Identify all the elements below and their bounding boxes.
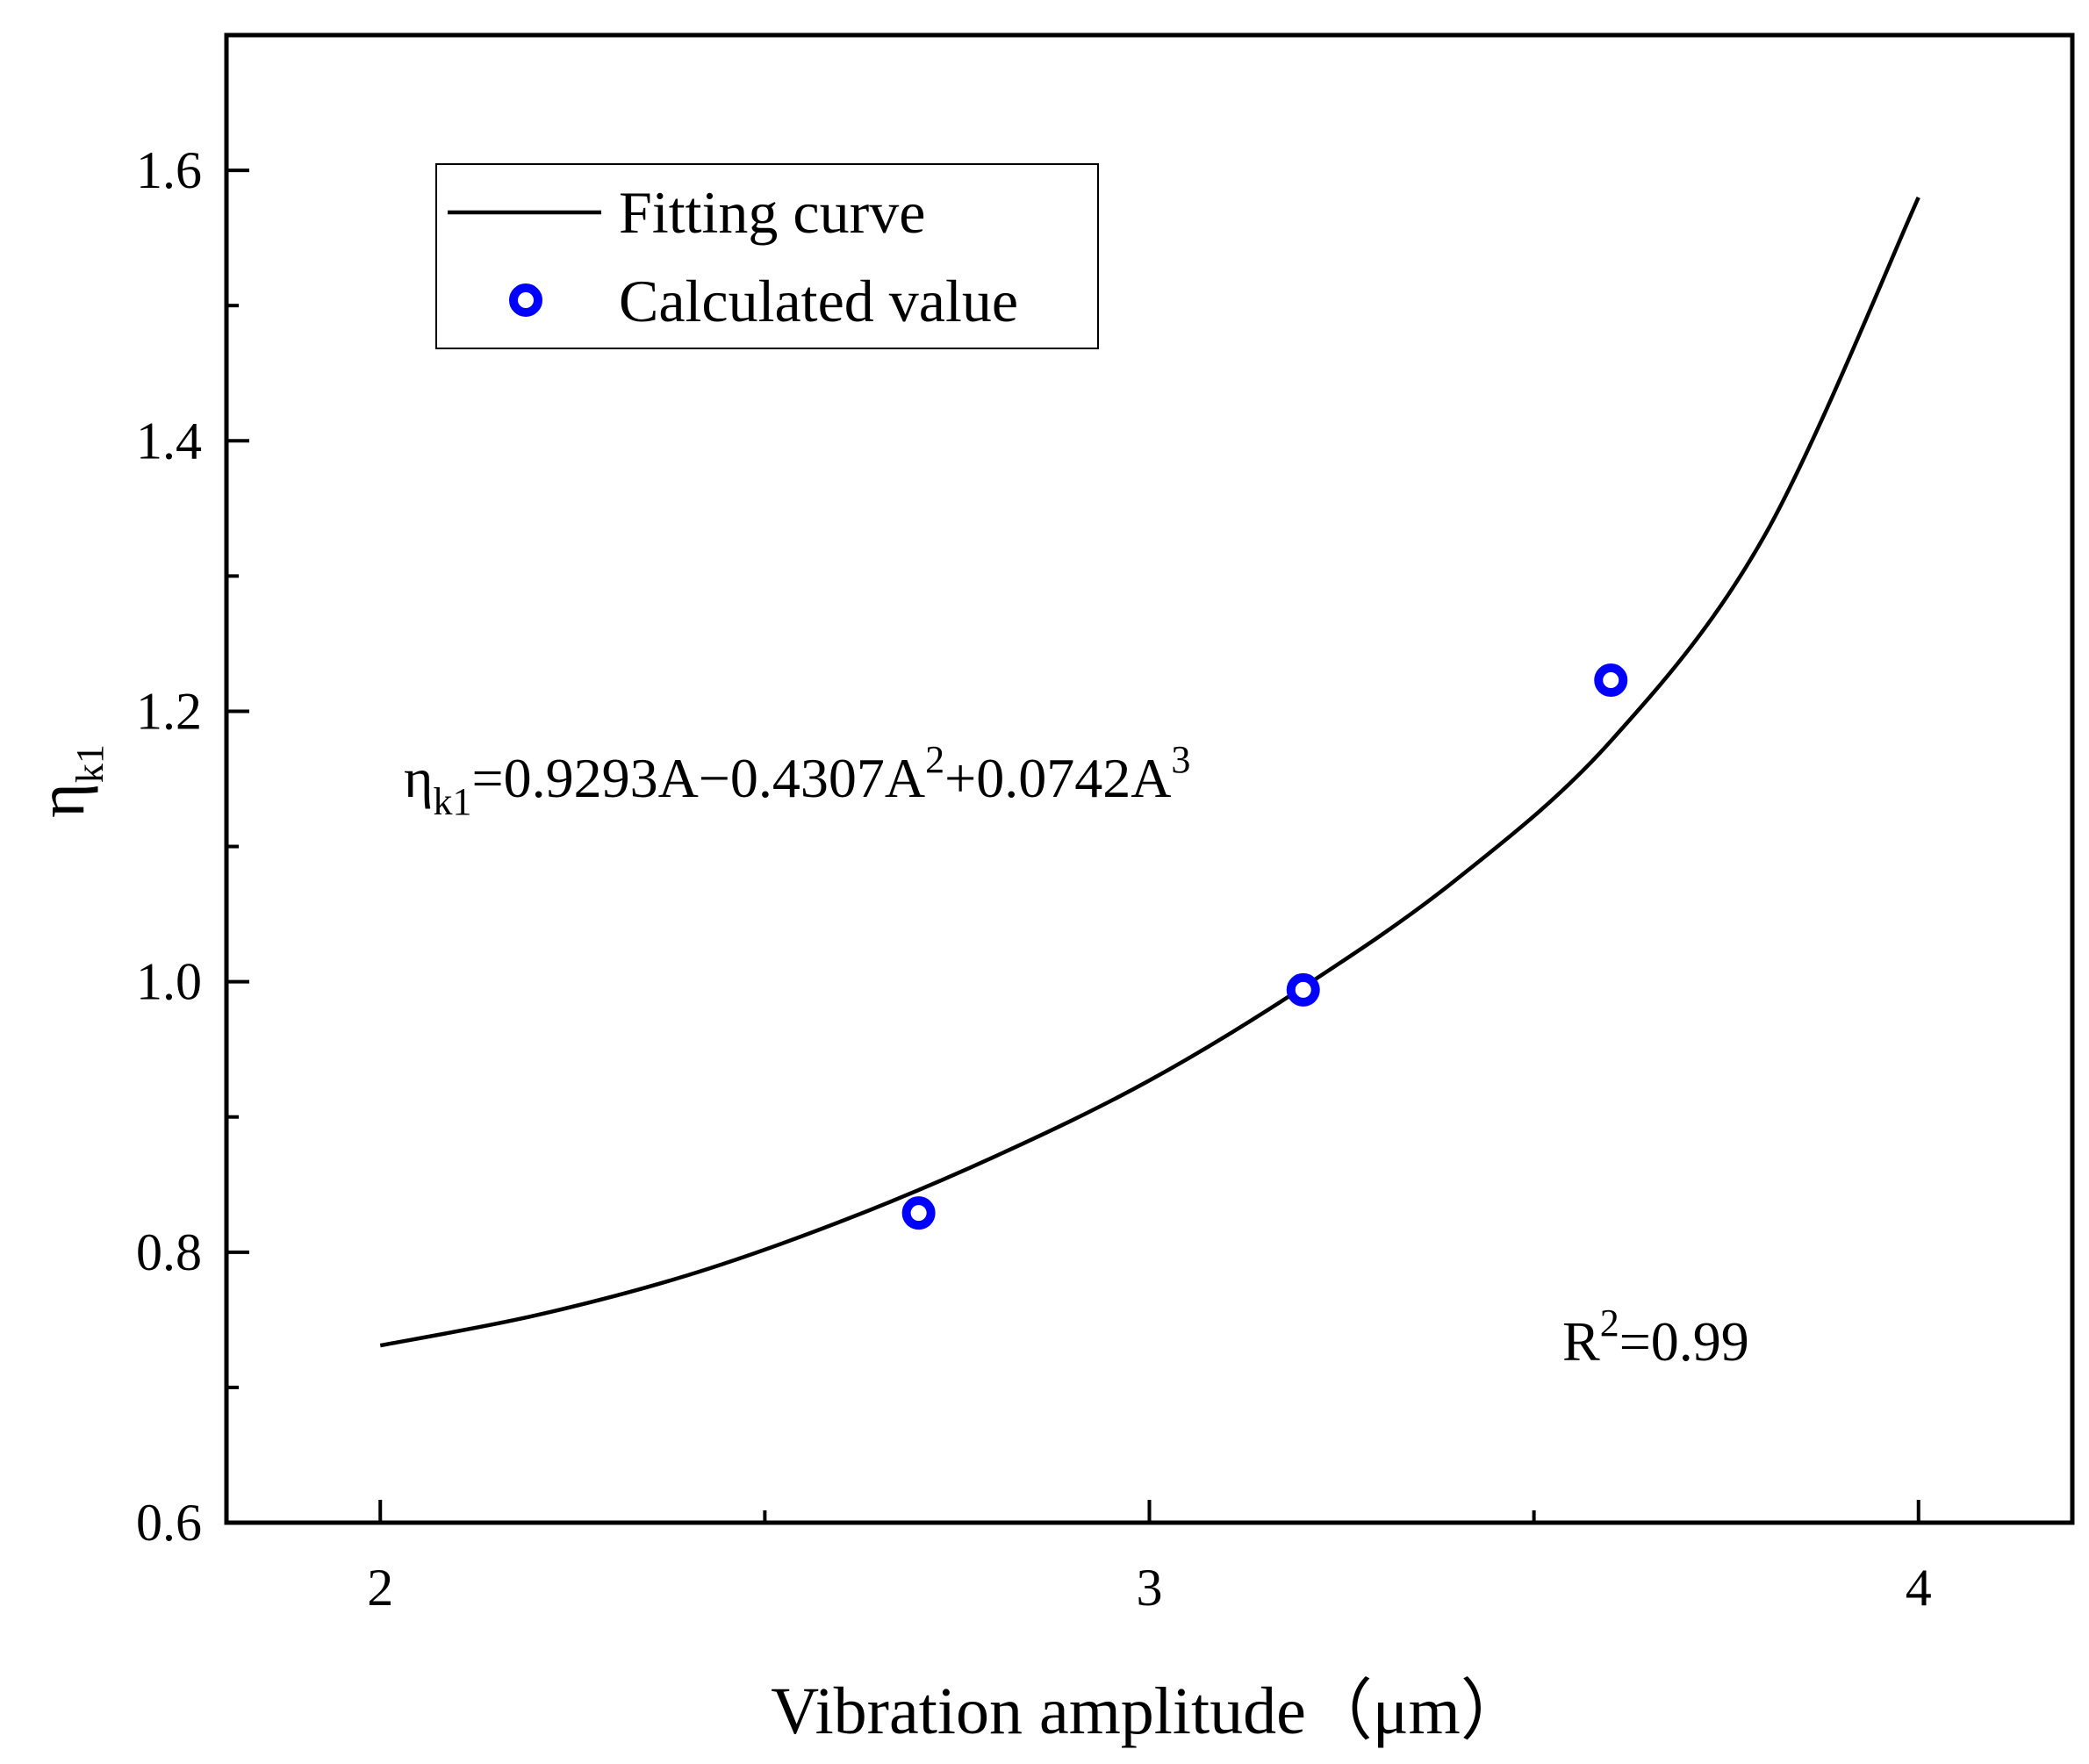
legend: Fitting curve Calculated value — [435, 163, 1099, 349]
y-tick-label: 1.4 — [136, 412, 202, 470]
equation-part1: =0.9293A−0.4307A — [471, 747, 925, 809]
x-tick-label: 2 — [367, 1559, 393, 1617]
r-squared-annotation: R2=0.99 — [1562, 1301, 1749, 1373]
y-tick-label: 1.2 — [136, 682, 202, 740]
fit-equation-annotation: ηk1=0.9293A−0.4307A2+0.0742A3 — [404, 738, 1190, 823]
y-tick-label: 0.6 — [136, 1494, 202, 1552]
calculated-value-point — [901, 1196, 936, 1230]
equation-part2: +0.0742A — [944, 747, 1171, 809]
legend-label-fitting-curve: Fitting curve — [619, 179, 925, 246]
r-squared-value: =0.99 — [1619, 1310, 1749, 1373]
x-tick-label: 3 — [1137, 1559, 1163, 1617]
legend-marker-sample — [509, 283, 542, 317]
r-squared-base: R — [1562, 1310, 1600, 1373]
legend-label-calculated-value: Calculated value — [619, 268, 1018, 334]
calculated-value-points — [901, 663, 1628, 1230]
x-axis-ticks: 2 3 4 — [367, 1500, 1932, 1617]
x-axis-title: Vibration amplitude（μm） — [771, 1674, 1527, 1748]
y-tick-label: 1.0 — [136, 953, 202, 1011]
legend-box — [435, 163, 1099, 349]
y-tick-label: 1.6 — [136, 141, 202, 199]
calculated-value-point — [1594, 663, 1628, 698]
r-squared-exponent: 2 — [1600, 1301, 1619, 1345]
y-axis-ticks: 0.6 0.8 1.0 1.2 1.4 1.6 — [136, 141, 249, 1552]
equation-eta-subscript: k1 — [433, 780, 471, 823]
equation-exponent-3: 3 — [1171, 738, 1190, 781]
y-axis-title: ηk1 — [25, 744, 111, 818]
x-tick-label: 4 — [1906, 1559, 1932, 1617]
equation-eta: η — [404, 747, 433, 809]
calculated-value-point — [1286, 972, 1320, 1007]
y-axis-title-subscript: k1 — [68, 744, 111, 783]
y-axis-title-eta: η — [25, 783, 98, 818]
equation-exponent-2: 2 — [925, 738, 944, 781]
y-tick-label: 0.8 — [136, 1223, 202, 1281]
fitting-curve-line — [379, 196, 1920, 1348]
